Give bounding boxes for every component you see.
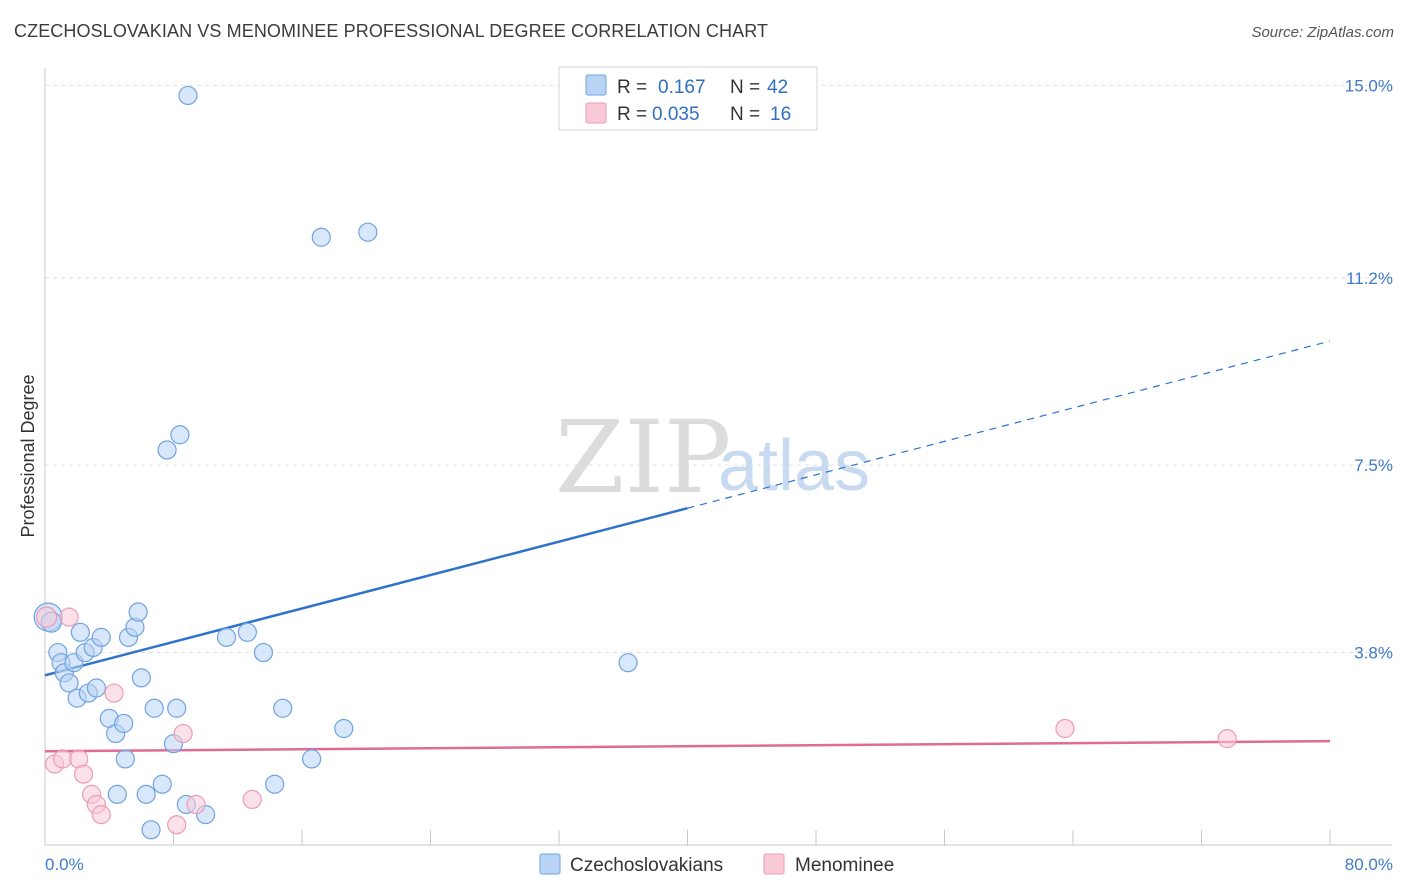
point-czechoslovakians-24	[141, 820, 161, 840]
point-czechoslovakians-25	[144, 698, 164, 718]
point-czechoslovakians-30	[170, 425, 190, 445]
point-czechoslovakians-21	[128, 602, 148, 622]
legend-swatch-menominee	[763, 853, 785, 875]
source-label: Source: ZipAtlas.com	[1251, 24, 1394, 41]
point-menominee-13	[242, 789, 262, 810]
grid-layer	[45, 84, 1392, 654]
series-legend: Czechoslovakians Menominee	[539, 853, 894, 876]
y-axis-label: Professional Degree	[18, 374, 38, 537]
trend-line-extension-czechoslovakians	[687, 340, 1331, 509]
point-menominee-9	[104, 683, 124, 703]
point-menominee-0	[36, 606, 58, 628]
point-czechoslovakians-42	[358, 222, 378, 242]
stats-legend-swatch-blue	[585, 74, 607, 96]
point-czechoslovakians-13	[91, 627, 111, 647]
point-czechoslovakians-37	[265, 774, 285, 794]
x-tick-label-max: 80.0%	[1345, 855, 1393, 874]
trend-line-menominee	[44, 739, 1331, 753]
axes-layer	[44, 68, 1392, 846]
stats-r-label-1: R =	[617, 77, 647, 98]
point-czechoslovakians-27	[157, 440, 177, 460]
point-menominee-12	[186, 794, 206, 815]
point-czechoslovakians-43	[618, 653, 638, 673]
point-czechoslovakians-29	[167, 698, 187, 718]
watermark-atlas: atlas	[718, 426, 870, 506]
point-menominee-10	[167, 815, 187, 835]
trend-line-czechoslovakians	[44, 506, 688, 677]
point-czechoslovakians-32	[178, 85, 198, 106]
point-czechoslovakians-18	[115, 749, 135, 769]
stats-legend: R = 0.167 N = 42 R = 0.035 N = 16	[558, 66, 818, 131]
stats-n-label-1: N =	[730, 77, 760, 98]
point-menominee-15	[1217, 729, 1237, 749]
trend-lines	[44, 340, 1331, 753]
point-menominee-5	[73, 764, 94, 784]
legend-label-czechoslovakians: Czechoslovakians	[570, 855, 723, 876]
point-menominee-2	[53, 749, 73, 769]
point-czechoslovakians-17	[114, 713, 134, 734]
y-tick-label-0: 3.8%	[1354, 644, 1393, 663]
stats-n-value-1: 42	[767, 77, 788, 98]
y-tick-label-1: 7.5%	[1354, 456, 1393, 475]
y-tick-label-3: 15.0%	[1345, 76, 1393, 95]
point-czechoslovakians-35	[237, 622, 257, 642]
point-czechoslovakians-22	[131, 668, 151, 688]
legend-label-menominee: Menominee	[795, 855, 894, 876]
watermark: ZIP atlas	[555, 399, 870, 516]
stats-r-label-2: R =	[617, 104, 647, 125]
point-menominee-11	[173, 723, 193, 744]
point-czechoslovakians-23	[136, 784, 156, 804]
tick-labels: 3.8% 7.5% 11.2% 15.0% 0.0% 80.0%	[45, 76, 1393, 874]
point-czechoslovakians-41	[334, 718, 354, 739]
point-czechoslovakians-12	[86, 678, 107, 698]
point-czechoslovakians-5	[59, 673, 79, 693]
point-menominee-8	[91, 805, 111, 825]
points-layer	[33, 85, 1237, 840]
stats-r-value-1: 0.167	[658, 77, 706, 98]
stats-n-value-2: 16	[770, 104, 791, 125]
point-menominee-14	[1055, 718, 1075, 739]
stats-n-label-2: N =	[730, 104, 760, 125]
point-menominee-3	[59, 607, 79, 627]
y-tick-label-2: 11.2%	[1346, 269, 1393, 288]
point-czechoslovakians-40	[311, 227, 331, 247]
stats-legend-swatch-pink	[585, 102, 607, 124]
point-czechoslovakians-16	[107, 784, 127, 804]
stats-r-value-2: 0.035	[652, 104, 700, 125]
point-czechoslovakians-38	[273, 698, 293, 718]
point-czechoslovakians-36	[253, 642, 274, 663]
watermark-zip: ZIP	[555, 399, 731, 516]
point-czechoslovakians-39	[302, 749, 322, 769]
point-czechoslovakians-8	[70, 622, 90, 642]
chart-title: CZECHOSLOVAKIAN VS MENOMINEE PROFESSIONA…	[14, 21, 769, 41]
point-czechoslovakians-26	[152, 774, 172, 794]
x-tick-label-min: 0.0%	[45, 855, 84, 874]
legend-swatch-czechoslovakians	[539, 853, 561, 875]
point-czechoslovakians-34	[216, 627, 237, 647]
